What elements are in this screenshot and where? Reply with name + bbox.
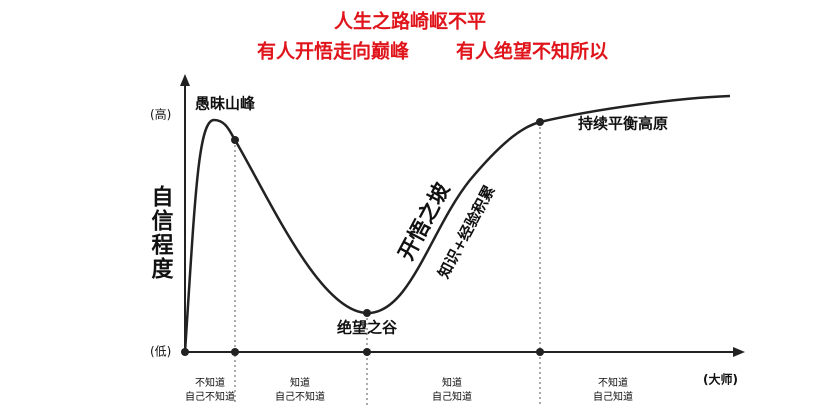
- curve: [183, 94, 731, 353]
- stage-label: 自己知道: [432, 390, 472, 403]
- stage-label: 知道: [442, 376, 462, 389]
- y-low: (低): [150, 345, 171, 359]
- title-line: 人生之路崎岖不平: [334, 10, 486, 33]
- stage-label: 自己不知道: [275, 390, 325, 403]
- stage-label: 自己不知道: [185, 390, 235, 403]
- x-axis-end: (大师): [703, 372, 738, 387]
- title-line: 有人开悟走向巅峰: [257, 40, 410, 63]
- stage-label: 不知道: [598, 376, 628, 389]
- valley-label: 绝望之谷: [337, 319, 398, 337]
- stage-label: 知道: [290, 376, 310, 389]
- plateau-label: 持续平衡高原: [578, 115, 668, 133]
- points: [181, 118, 544, 356]
- title-line: 有人绝望不知所以: [456, 40, 608, 63]
- arrow: [180, 74, 190, 86]
- y-high: (高): [150, 107, 171, 122]
- guides: [234, 122, 541, 405]
- stage-label: 自己知道: [593, 390, 633, 403]
- y-axis-label: 自信程度: [148, 184, 174, 281]
- stage-label: 不知道: [195, 376, 225, 389]
- peak-label: 愚昧山峰: [195, 95, 256, 113]
- arrow: [733, 347, 745, 357]
